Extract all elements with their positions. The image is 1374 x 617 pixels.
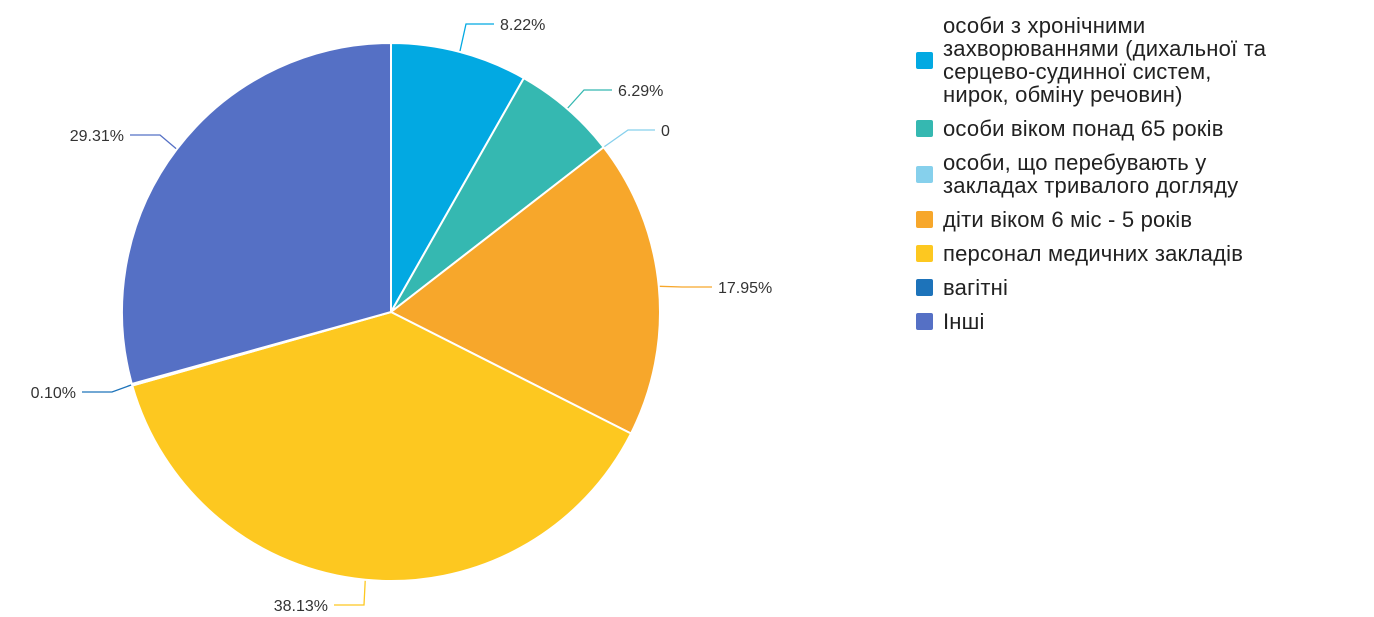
legend-item-6[interactable]: вагітні [916,276,1368,299]
legend-swatch [916,245,933,262]
slice-1-leader-line [459,23,494,52]
legend-item-2[interactable]: особи віком понад 65 років [916,117,1368,140]
legend-item-1[interactable]: особи з хронічними захворюваннями (дихал… [916,14,1368,106]
slice-2-leader-line [567,89,612,109]
slice-3-value-label: 0 [661,123,670,140]
slice-4-value-label: 17.95% [718,280,772,297]
legend-swatch [916,51,933,69]
legend-swatch [916,279,933,296]
leader-lines [82,23,712,606]
legend-swatch [916,165,933,183]
slice-1[interactable] [390,42,525,313]
slice-5-value-label: 38.13% [274,598,328,615]
slice-6-leader-line [82,384,132,393]
legend-item-4[interactable]: діти віком 6 міс - 5 років [916,208,1368,231]
slice-4[interactable] [390,146,661,435]
slice-7[interactable] [121,42,392,385]
legend-label: діти віком 6 міс - 5 років [943,207,1193,232]
legend-swatch [916,211,933,228]
slice-7-leader-line [130,134,177,150]
legend-label: особи віком понад 65 років [943,116,1224,141]
slice-3-leader-line [604,129,655,148]
pie-chart: 8.22% 6.29% 0 17.95% 38.13% 0.10% 29.31% [31,17,773,615]
slice-5-leader-line [334,580,366,606]
slice-4-leader-line [659,285,712,288]
legend-swatch [916,313,933,330]
legend-label: вагітні [943,275,1009,300]
legend-item-7[interactable]: Інші [916,310,1368,333]
slice-6-value-label: 0.10% [31,385,76,402]
legend-label: Інші [943,309,985,334]
legend-item-5[interactable]: персонал медичних закладів [916,242,1368,265]
legend-label: особи з хронічними захворюваннями (дихал… [943,13,1267,107]
data-labels: 8.22% 6.29% 0 17.95% 38.13% 0.10% 29.31% [31,17,773,615]
slice-2-value-label: 6.29% [618,83,663,100]
slice-5[interactable] [131,311,632,583]
legend-label: особи, що перебувають у закладах тривало… [943,150,1239,198]
legend-swatch [916,120,933,137]
legend-label: персонал медичних закладів [943,241,1244,266]
slice-7-value-label: 29.31% [70,128,124,145]
pie-slices [121,42,661,583]
legend-item-3[interactable]: особи, що перебувають у закладах тривало… [916,151,1368,197]
slice-1-value-label: 8.22% [500,17,545,34]
legend: особи з хронічними захворюваннями (дихал… [916,14,1368,344]
